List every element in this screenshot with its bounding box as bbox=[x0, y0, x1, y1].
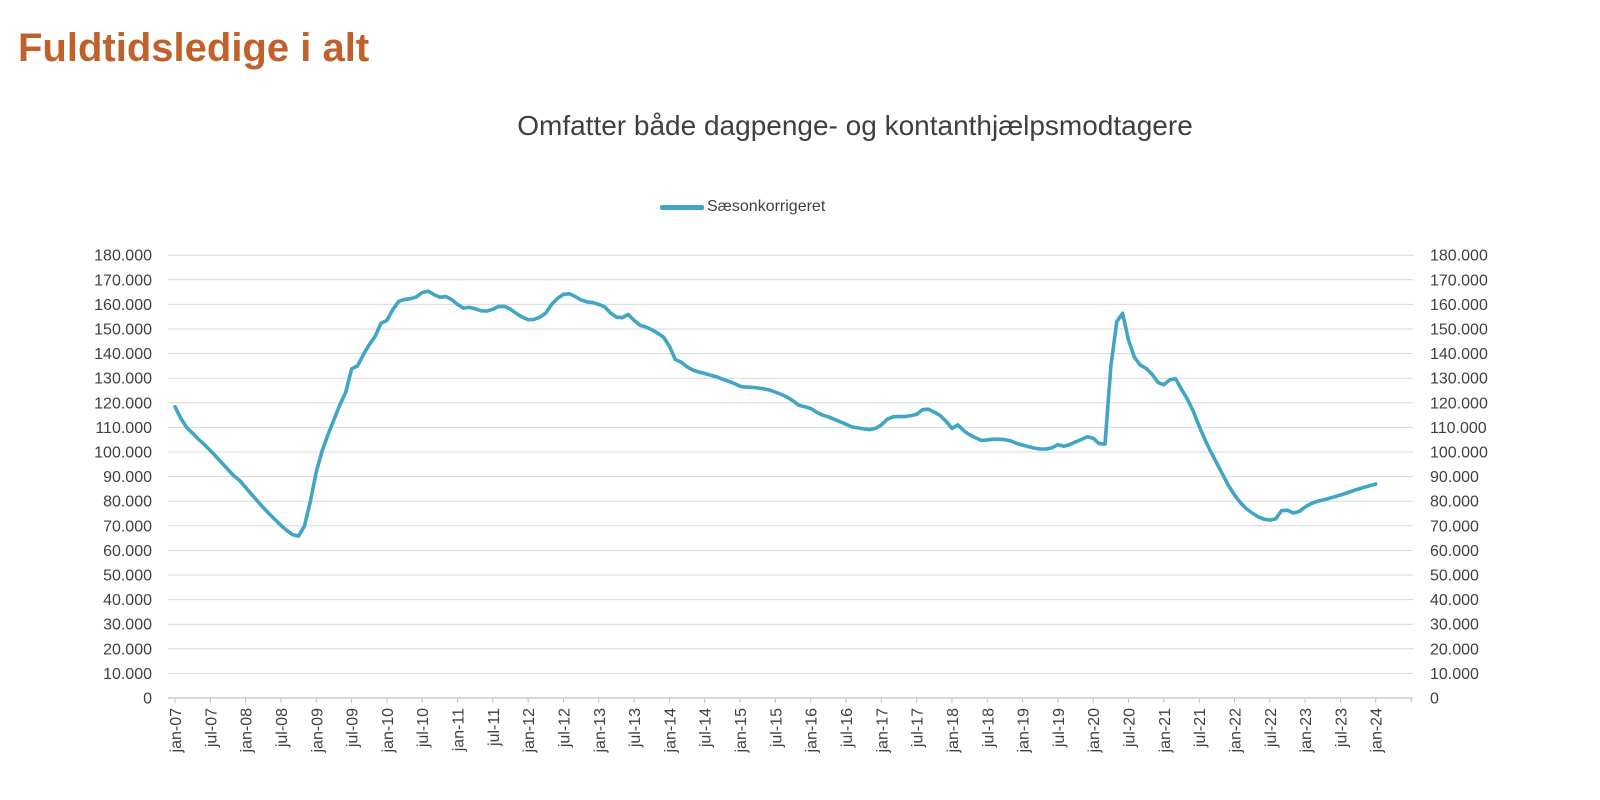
y-axis-label-left: 160.000 bbox=[94, 297, 152, 314]
y-axis-label-left: 130.000 bbox=[94, 371, 152, 388]
x-axis-label: jul-07 bbox=[203, 708, 220, 748]
y-axis-label-left: 100.000 bbox=[94, 445, 152, 462]
x-axis-label: jan-13 bbox=[592, 708, 609, 754]
y-axis-label-left: 120.000 bbox=[94, 395, 152, 412]
x-axis-label: jan-07 bbox=[168, 708, 185, 754]
legend: Sæsonkorrigeret bbox=[660, 199, 825, 215]
y-axis-label-right: 180.000 bbox=[1430, 248, 1488, 265]
x-axis-label: jul-19 bbox=[1051, 708, 1068, 748]
series-line-saesonkorrigeret bbox=[173, 289, 1378, 538]
y-axis-label-left: 90.000 bbox=[103, 469, 152, 486]
x-axis-label: jan-09 bbox=[309, 708, 326, 754]
x-axis-label: jul-16 bbox=[839, 708, 856, 748]
x-axis-label: jan-15 bbox=[733, 708, 750, 754]
y-axis-label-right: 140.000 bbox=[1430, 346, 1488, 363]
y-axis-label-right: 130.000 bbox=[1430, 371, 1488, 388]
y-axis-label-right: 20.000 bbox=[1430, 641, 1479, 658]
y-axis-label-left: 0 bbox=[143, 691, 152, 708]
y-axis-label-left: 140.000 bbox=[94, 346, 152, 363]
y-axis-label-right: 160.000 bbox=[1430, 297, 1488, 314]
y-axis-label-right: 90.000 bbox=[1430, 469, 1479, 486]
y-axis-label-left: 70.000 bbox=[103, 518, 152, 535]
x-axis-label: jul-10 bbox=[415, 708, 432, 748]
y-axis-label-right: 80.000 bbox=[1430, 494, 1479, 511]
y-axis-label-left: 50.000 bbox=[103, 568, 152, 585]
x-axis-label: jan-20 bbox=[1086, 708, 1103, 754]
x-axis-label: jul-22 bbox=[1263, 708, 1280, 748]
x-axis-label: jan-24 bbox=[1369, 708, 1386, 754]
x-axis-label: jul-17 bbox=[910, 708, 927, 748]
y-axis-label-left: 80.000 bbox=[103, 494, 152, 511]
y-axis-label-right: 110.000 bbox=[1430, 420, 1487, 437]
x-axis-label: jan-22 bbox=[1227, 708, 1244, 754]
x-axis-label: jan-19 bbox=[1016, 708, 1033, 754]
y-axis-label-left: 180.000 bbox=[94, 248, 152, 265]
x-axis-label: jan-21 bbox=[1157, 708, 1174, 754]
x-axis-label: jan-18 bbox=[945, 708, 962, 754]
y-axis-label-right: 40.000 bbox=[1430, 592, 1479, 609]
x-axis-label: jul-23 bbox=[1333, 708, 1350, 748]
y-axis-label-left: 60.000 bbox=[103, 543, 152, 560]
y-axis-label-right: 10.000 bbox=[1430, 666, 1479, 683]
y-axis-label-right: 170.000 bbox=[1430, 272, 1488, 289]
x-axis-label: jul-13 bbox=[627, 708, 644, 748]
x-axis-label: jul-11 bbox=[486, 708, 503, 747]
page-title: Fuldtidsledige i alt bbox=[18, 26, 370, 70]
y-axis-label-left: 10.000 bbox=[103, 666, 152, 683]
legend-label: Sæsonkorrigeret bbox=[707, 198, 826, 215]
x-axis-label: jan-23 bbox=[1298, 708, 1315, 754]
x-axis-label: jan-11 bbox=[451, 708, 468, 752]
y-axis-label-right: 120.000 bbox=[1430, 395, 1488, 412]
y-axis-label-right: 150.000 bbox=[1430, 322, 1488, 339]
y-axis-label-left: 110.000 bbox=[95, 420, 152, 437]
x-axis-label: jan-14 bbox=[662, 708, 679, 754]
y-axis-label-right: 50.000 bbox=[1430, 568, 1479, 585]
legend-line-swatch bbox=[660, 204, 704, 210]
x-axis-label: jul-14 bbox=[698, 708, 715, 748]
y-axis-label-right: 30.000 bbox=[1430, 617, 1479, 634]
x-axis-label: jul-20 bbox=[1122, 708, 1139, 748]
x-axis-label: jul-21 bbox=[1192, 708, 1209, 748]
x-axis-label: jan-16 bbox=[804, 708, 821, 754]
y-axis-label-right: 70.000 bbox=[1430, 518, 1479, 535]
x-axis-label: jan-08 bbox=[239, 708, 256, 754]
y-axis-label-left: 150.000 bbox=[94, 322, 152, 339]
x-axis-label: jan-17 bbox=[874, 708, 891, 754]
x-axis-label: jul-08 bbox=[274, 708, 291, 748]
y-axis-label-left: 20.000 bbox=[103, 641, 152, 658]
y-axis-label-right: 60.000 bbox=[1430, 543, 1479, 560]
x-axis-label: jul-12 bbox=[556, 708, 573, 748]
y-axis-label-right: 0 bbox=[1430, 691, 1439, 708]
y-axis-label-left: 170.000 bbox=[94, 272, 152, 289]
chart-subtitle: Omfatter både dagpenge- og kontanthjælps… bbox=[517, 110, 1193, 141]
x-axis-label: jul-09 bbox=[345, 708, 362, 748]
x-axis-label: jul-15 bbox=[768, 708, 785, 748]
x-axis-label: jul-18 bbox=[980, 708, 997, 748]
y-axis-label-left: 40.000 bbox=[103, 592, 152, 609]
x-axis-label: jan-10 bbox=[380, 708, 397, 754]
y-axis-label-left: 30.000 bbox=[103, 617, 152, 634]
y-axis-label-right: 100.000 bbox=[1430, 445, 1488, 462]
x-axis-label: jan-12 bbox=[521, 708, 538, 754]
